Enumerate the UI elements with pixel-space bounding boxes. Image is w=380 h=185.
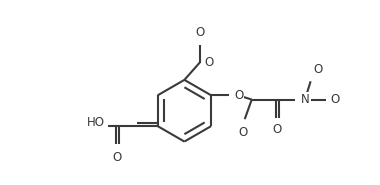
Text: O: O (239, 126, 248, 139)
Text: N: N (301, 93, 310, 106)
Text: O: O (195, 26, 204, 39)
Text: O: O (272, 123, 282, 136)
Text: O: O (113, 151, 122, 164)
Text: HO: HO (87, 116, 105, 129)
Text: O: O (314, 63, 323, 76)
Text: O: O (330, 93, 339, 106)
Text: O: O (204, 56, 214, 69)
Text: O: O (234, 89, 244, 102)
